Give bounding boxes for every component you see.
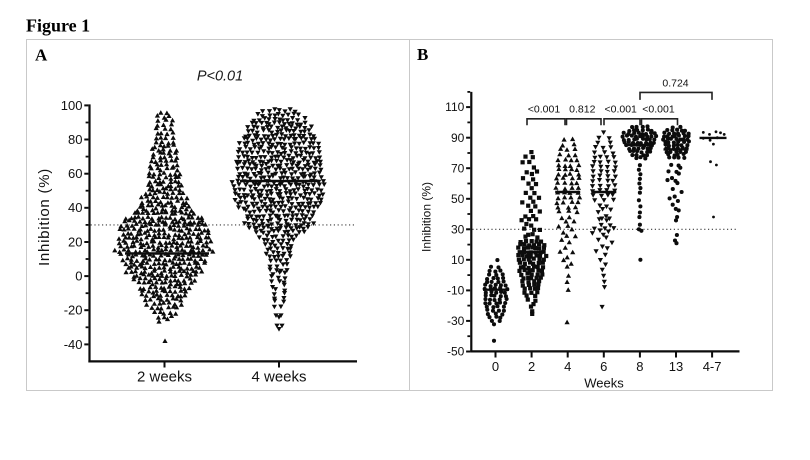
svg-text:8: 8 (636, 359, 643, 374)
svg-text:<0.001: <0.001 (604, 104, 637, 116)
svg-text:0.812: 0.812 (569, 104, 595, 116)
svg-text:80: 80 (68, 132, 82, 147)
svg-text:-50: -50 (447, 345, 465, 359)
svg-text:2: 2 (528, 359, 535, 374)
svg-text:4: 4 (564, 359, 571, 374)
svg-text:-10: -10 (447, 284, 465, 298)
svg-text:-30: -30 (447, 314, 465, 328)
svg-text:<0.001: <0.001 (528, 104, 561, 116)
svg-text:40: 40 (68, 200, 82, 215)
svg-text:20: 20 (68, 234, 82, 249)
svg-text:-20: -20 (64, 303, 83, 318)
svg-text:Weeks: Weeks (584, 376, 624, 391)
svg-text:-40: -40 (64, 337, 83, 352)
svg-text:4 weeks: 4 weeks (251, 369, 306, 386)
svg-text:30: 30 (451, 222, 465, 236)
svg-text:2 weeks: 2 weeks (137, 369, 192, 386)
svg-text:90: 90 (451, 131, 465, 145)
svg-text:60: 60 (68, 166, 82, 181)
svg-text:0: 0 (75, 269, 82, 284)
svg-text:B: B (417, 45, 428, 64)
svg-text:6: 6 (600, 359, 607, 374)
svg-text:P<0.01: P<0.01 (197, 69, 243, 85)
svg-text:0: 0 (492, 359, 499, 374)
svg-text:50: 50 (451, 192, 465, 206)
svg-text:10: 10 (451, 253, 465, 267)
svg-text:100: 100 (61, 98, 83, 113)
svg-text:4-7: 4-7 (703, 359, 722, 374)
svg-text:Inhibition (%): Inhibition (%) (36, 168, 53, 266)
svg-text:A: A (35, 46, 48, 65)
svg-text:0.724: 0.724 (662, 78, 688, 90)
svg-text:13: 13 (669, 359, 683, 374)
svg-text:110: 110 (445, 100, 464, 114)
svg-text:Figure 1: Figure 1 (26, 16, 90, 36)
svg-text:70: 70 (451, 161, 465, 175)
svg-text:Inhibition (%): Inhibition (%) (420, 182, 434, 252)
svg-text:<0.001: <0.001 (642, 104, 675, 116)
